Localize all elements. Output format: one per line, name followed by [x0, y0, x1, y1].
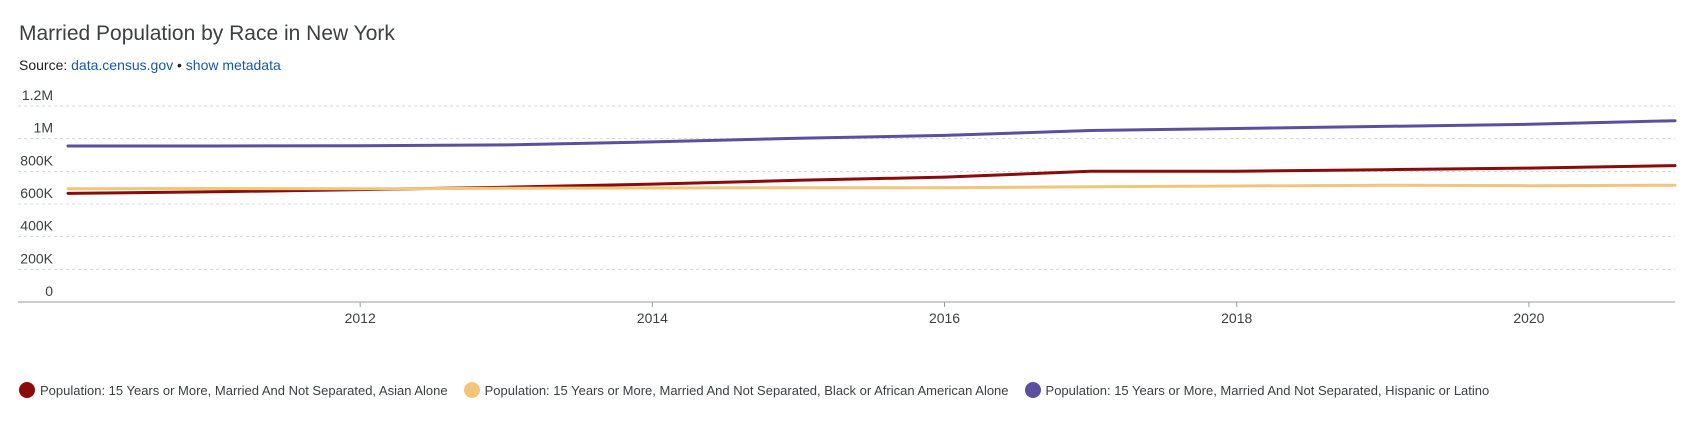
- show-metadata-link[interactable]: show metadata: [185, 57, 281, 73]
- separator: •: [177, 57, 182, 73]
- x-tick-label: 2012: [345, 310, 376, 326]
- legend-swatch: [463, 382, 480, 398]
- y-tick-label: 800K: [20, 152, 53, 168]
- source-line: Source: data.census.gov • show metadata: [19, 57, 281, 73]
- source-link[interactable]: data.census.gov: [71, 57, 174, 73]
- x-tick-label: 2014: [637, 310, 668, 326]
- line-chart: 0 200K 400K 600K 800K 1M 1.2M 2012 2014 2016 2018…: [18, 90, 1677, 326]
- x-tick-label: 2018: [1221, 310, 1252, 326]
- legend: Population: 15 Years or More, Married An…: [19, 382, 1505, 398]
- x-tick-label: 2016: [929, 310, 960, 326]
- legend-label: Population: 15 Years or More, Married An…: [40, 382, 448, 398]
- x-tick-label: 2020: [1513, 310, 1544, 326]
- series-lines: [66, 119, 1677, 195]
- legend-label: Population: 15 Years or More, Married An…: [484, 382, 1009, 398]
- y-tick-label: 1.2M: [22, 90, 53, 103]
- series-line: [66, 183, 1677, 191]
- legend-swatch: [1024, 382, 1041, 398]
- y-tick-label: 400K: [20, 218, 53, 234]
- legend-label: Population: 15 Years or More, Married An…: [1045, 382, 1490, 398]
- series-line: [66, 119, 1677, 148]
- source-label: Source:: [19, 57, 68, 73]
- legend-swatch: [19, 382, 35, 398]
- y-tick-label: 0: [45, 283, 53, 299]
- y-tick-label: 1M: [34, 120, 53, 136]
- y-tick-label: 200K: [20, 250, 53, 266]
- legend-item: Population: 15 Years or More, Married An…: [1024, 382, 1490, 398]
- legend-item: Population: 15 Years or More, Married An…: [19, 382, 448, 398]
- chart-title: Married Population by Race in New York: [19, 22, 395, 45]
- y-tick-label: 600K: [20, 185, 53, 201]
- legend-item: Population: 15 Years or More, Married An…: [463, 382, 1009, 398]
- y-axis: 0 200K 400K 600K 800K 1M 1.2M: [20, 90, 53, 299]
- x-axis: 2012 2014 2016 2018 2020: [18, 301, 1675, 326]
